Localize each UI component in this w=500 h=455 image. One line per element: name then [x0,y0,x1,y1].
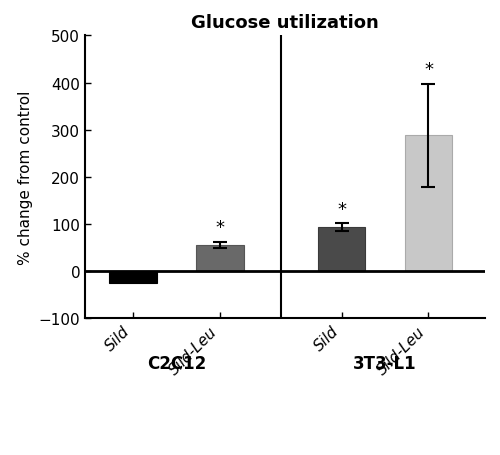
Text: *: * [216,219,224,237]
Bar [196,246,244,272]
Text: *: * [337,200,346,218]
Y-axis label: % change from control: % change from control [18,91,33,264]
Text: 3T3-L1: 3T3-L1 [353,354,417,372]
Bar [318,228,366,272]
Text: *: * [424,61,433,79]
Bar [109,272,156,283]
Bar [404,136,452,272]
Title: Glucose utilization: Glucose utilization [191,14,379,32]
Text: C2C12: C2C12 [146,354,206,372]
